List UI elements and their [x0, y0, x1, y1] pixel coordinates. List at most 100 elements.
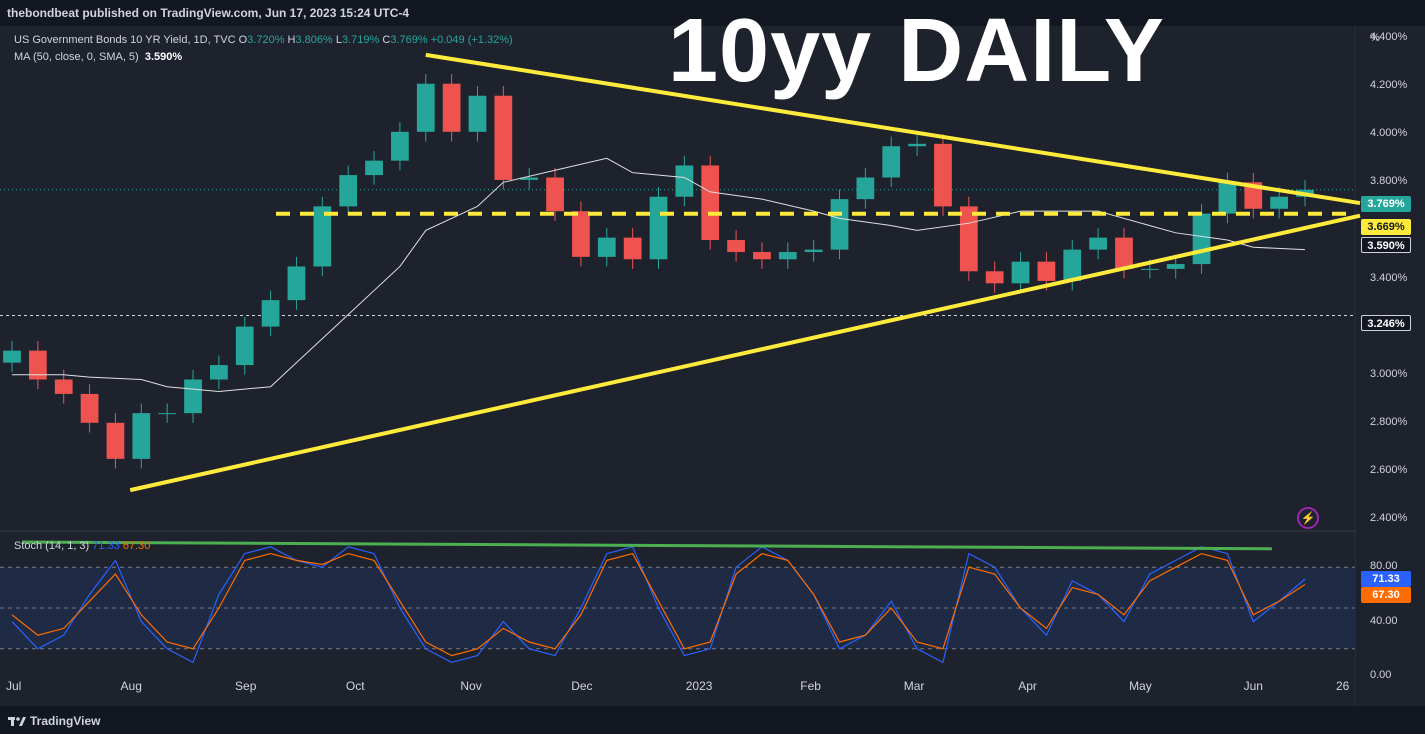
high-label: H: [287, 34, 296, 46]
tradingview-logo[interactable]: TradingView: [8, 714, 100, 728]
candle-body: [391, 131, 409, 161]
candle-body: [856, 177, 875, 200]
candle-body: [416, 83, 435, 132]
candle-body: [1270, 196, 1289, 209]
header-bar: thebondbeat published on TradingView.com…: [0, 0, 1425, 26]
stoch-tick-label: 40.00: [1370, 614, 1398, 627]
candle-body: [830, 199, 849, 250]
close-value: 3.769%: [390, 34, 428, 46]
candle-body: [1063, 249, 1082, 281]
stoch-d-value: 67.30: [122, 540, 151, 552]
candle-body: [132, 413, 151, 459]
stoch-tick-label: 80.00: [1370, 560, 1398, 573]
ma-label: MA (50, close, 0, SMA, 5): [14, 51, 139, 63]
footer-bar: TradingView: [0, 706, 1425, 734]
ma50-line: [12, 157, 1306, 393]
candle-body: [1089, 237, 1107, 250]
candle-body: [339, 175, 358, 207]
candle-body: [623, 237, 642, 260]
time-tick-label: Sep: [235, 679, 257, 693]
open-value: 3.720%: [247, 34, 285, 46]
time-tick-label: Apr: [1018, 679, 1037, 693]
candle-body: [908, 143, 926, 147]
candle-body: [28, 350, 47, 380]
candle-body: [804, 249, 823, 253]
overlay-title: 10yy DAILY: [668, 1, 1165, 101]
price-tick-label: 3.800%: [1370, 175, 1408, 188]
lightning-icon[interactable]: ⚡: [1297, 507, 1319, 529]
price-tick-label: 4.200%: [1370, 79, 1408, 92]
price-tick-label: 2.800%: [1370, 415, 1408, 428]
publish-info: thebondbeat published on TradingView.com…: [7, 6, 410, 20]
candle-body: [520, 177, 539, 180]
candle-body: [1037, 261, 1056, 281]
candle-body: [675, 165, 694, 197]
time-tick-label: Oct: [345, 679, 365, 693]
candle-body: [3, 350, 21, 363]
price-tick-label: 4.000%: [1370, 127, 1408, 140]
tradingview-brand: TradingView: [30, 714, 101, 728]
candle-body: [235, 326, 254, 366]
candle-body: [442, 83, 461, 132]
stoch-legend[interactable]: Stoch (14, 1, 3) 71.33 67.30: [14, 540, 150, 552]
open-label: O: [238, 34, 248, 46]
candle-body: [959, 206, 978, 272]
stoch-tick-label: 0.00: [1370, 669, 1392, 681]
stoch-k-tag: 71.33: [1361, 571, 1411, 587]
trendline-upper: [425, 52, 1361, 206]
price-tick-label: 2.400%: [1370, 511, 1408, 524]
candle-body: [753, 252, 771, 260]
time-tick-label: Feb: [800, 679, 821, 693]
price-tick-label: 4.400%: [1370, 31, 1408, 44]
candle-body: [184, 379, 202, 414]
time-tick-label: Jun: [1243, 679, 1263, 693]
candle-body: [1166, 264, 1185, 269]
last-price-tag: 3.769%: [1361, 196, 1411, 212]
ma-price-tag: 3.590%: [1361, 237, 1411, 253]
trendline-lower: [129, 213, 1361, 493]
candle-body: [546, 177, 564, 212]
candle-body: [313, 206, 332, 267]
candle-body: [1115, 237, 1133, 269]
candle-body: [1140, 268, 1159, 270]
candle-body: [597, 237, 616, 257]
candle-body: [701, 165, 720, 241]
symbol-name[interactable]: US Government Bonds 10 YR Yield, 1D, TVC: [14, 34, 236, 46]
time-tick-label: May: [1129, 679, 1152, 693]
candle-body: [572, 211, 590, 257]
symbol-legend[interactable]: US Government Bonds 10 YR Yield, 1D, TVC…: [14, 34, 513, 46]
time-tick-label: Dec: [571, 679, 593, 693]
candle-body: [778, 252, 797, 260]
price-chart-svg[interactable]: [0, 26, 1425, 706]
stoch-trendline: [21, 540, 1273, 551]
candle-body: [106, 422, 125, 459]
price-tick-label: 3.000%: [1370, 367, 1408, 380]
price-tick-label: 3.400%: [1370, 271, 1408, 284]
candle-body: [80, 393, 99, 423]
candle-body: [649, 196, 668, 260]
time-tick-label: 2023: [685, 679, 713, 693]
stoch-k-value: 71.33: [92, 540, 120, 552]
ma-legend[interactable]: MA (50, close, 0, SMA, 5) 3.590%: [14, 51, 182, 63]
candle-body: [158, 413, 177, 415]
candle-body: [365, 160, 383, 176]
low-label: L: [335, 34, 342, 46]
close-label: C: [382, 34, 391, 46]
candle-body: [1218, 182, 1237, 214]
candle-body: [261, 300, 280, 327]
candle-body: [1011, 261, 1030, 284]
tradingview-logo-icon: [8, 717, 26, 726]
candle-body: [54, 379, 73, 394]
level-price-tag: 3.669%: [1361, 219, 1411, 235]
candle-body: [882, 146, 901, 178]
candle-body: [727, 240, 745, 253]
high-value: 3.806%: [295, 34, 333, 46]
candle-body: [287, 266, 306, 301]
candle-body: [934, 143, 952, 207]
candle-body: [1192, 213, 1211, 265]
low-value: 3.719%: [342, 34, 380, 46]
time-tick-label: Nov: [460, 679, 482, 693]
low-price-tag: 3.246%: [1361, 315, 1411, 331]
price-tick-label: 2.600%: [1370, 463, 1408, 476]
stoch-label: Stoch (14, 1, 3): [14, 540, 90, 552]
